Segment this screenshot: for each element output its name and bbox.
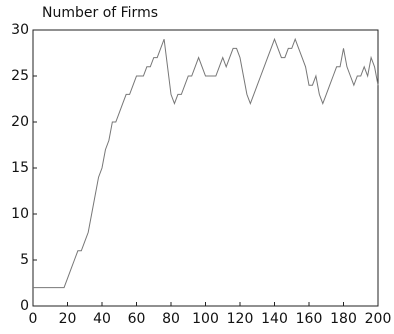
- x-tick-label: 20: [59, 311, 77, 327]
- plot-frame: [32, 29, 379, 307]
- x-tick-label: 140: [261, 311, 288, 327]
- y-tick-label: 15: [11, 160, 29, 176]
- x-tick-label: 40: [93, 311, 111, 327]
- y-tick-label: 30: [11, 22, 29, 38]
- x-tick-label: 80: [162, 311, 180, 327]
- x-tick-label: 160: [296, 311, 323, 327]
- x-tick-label: 100: [192, 311, 219, 327]
- data-line: [33, 37, 379, 289]
- x-tick-label: 200: [365, 311, 392, 327]
- x-tick-label: 180: [330, 311, 357, 327]
- x-tick-label: 120: [227, 311, 254, 327]
- y-tick-label: 10: [11, 206, 29, 222]
- y-tick-label: 0: [20, 298, 29, 314]
- x-tick-label: 60: [128, 311, 146, 327]
- y-tick-label: 20: [11, 114, 29, 130]
- y-tick-label: 25: [11, 68, 29, 84]
- y-tick-label: 5: [20, 252, 29, 268]
- x-tick-label: 0: [29, 311, 38, 327]
- chart-title: Number of Firms: [42, 5, 158, 21]
